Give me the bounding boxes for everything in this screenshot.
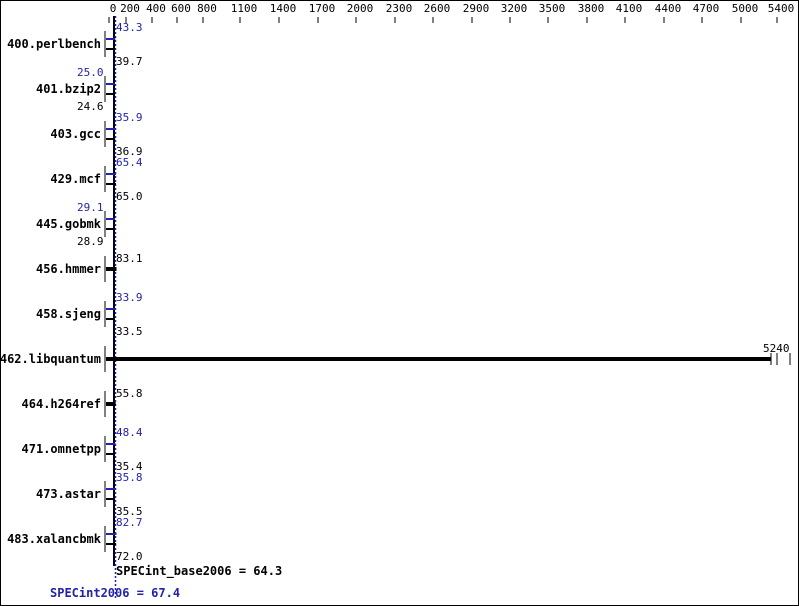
base-value-label: 35.5 [116,505,143,518]
base-bar [106,48,116,50]
x-tick-label: 2300 [385,2,413,15]
base-value-label: 28.9 [77,235,104,248]
base-value-label: 83.1 [116,252,143,265]
peak-value-label: 65.4 [116,156,143,169]
x-tick-label: 600 [171,2,191,15]
x-tick-label: 2600 [423,2,451,15]
peak-bar [106,488,116,490]
base-bar [106,498,116,500]
benchmark-label: 458.sjeng [35,307,101,321]
x-tick-label: 200 [120,2,140,15]
benchmark-label: 429.mcf [50,172,101,186]
x-tick-label: 0 [109,2,117,15]
x-tick-label: 4700 [692,2,720,15]
benchmark-label: 464.h264ref [21,397,101,411]
peak-bar [106,128,116,130]
base-value-label: 33.5 [116,325,143,338]
base-bar [106,453,116,455]
peak-summary: SPECint2006 = 67.4 [50,586,181,600]
base-bar [106,138,116,140]
benchmark-label: 462.libquantum [0,352,101,366]
x-tick-label: 800 [197,2,217,15]
x-tick-label: 1100 [230,2,258,15]
base-bar [106,402,116,406]
benchmark-label: 400.perlbench [7,37,101,51]
benchmark-label: 483.xalancbmk [7,532,101,546]
x-tick-label: 4400 [654,2,682,15]
peak-value-label: 82.7 [116,516,143,529]
base-value-label: 55.8 [116,387,143,400]
base-value-label: 24.6 [77,100,104,113]
x-tick-label: 1400 [269,2,297,15]
benchmark-label: 473.astar [35,487,101,501]
x-tick-label: 2000 [346,2,374,15]
x-tick-label: 400 [146,2,166,15]
benchmark-label: 401.bzip2 [35,82,101,96]
base-value-label: 72.0 [116,550,143,563]
base-value-label: 35.4 [116,460,143,473]
benchmark-label: 445.gobmk [35,217,101,231]
base-bar [106,357,771,361]
base-summary: SPECint_base2006 = 64.3 [116,564,283,578]
peak-value-label: 25.0 [77,66,104,79]
x-tick-label: 4100 [615,2,643,15]
peak-bar [106,443,116,445]
benchmark-label: 403.gcc [50,127,101,141]
peak-bar [106,173,116,175]
base-value-label: 39.7 [116,55,143,68]
x-tick-label: 3200 [500,2,528,15]
x-tick-label: 5000 [731,2,759,15]
peak-value-label: 48.4 [116,426,143,439]
peak-value-label: 29.1 [77,201,104,214]
peak-bar [106,38,116,40]
base-bar [106,318,116,320]
x-tick-label: 3500 [538,2,566,15]
peak-bar [106,83,115,85]
peak-value-label: 33.9 [116,291,143,304]
x-tick-label: 2900 [462,2,490,15]
peak-bar [106,308,116,310]
peak-bar [106,533,117,535]
peak-value-label: 35.9 [116,111,143,124]
peak-bar [106,218,115,220]
x-tick-label: 5400 [767,2,795,15]
x-tick-label: 3800 [577,2,605,15]
base-bar [106,267,117,271]
base-bar [106,93,115,95]
peak-value-label: 43.3 [116,21,143,34]
base-bar [106,183,116,185]
base-value-label: 5240 [763,342,790,355]
peak-value-label: 35.8 [116,471,143,484]
base-value-label: 36.9 [116,145,143,158]
base-value-label: 65.0 [116,190,143,203]
benchmark-label: 471.omnetpp [21,442,101,456]
benchmark-label: 456.hmmer [35,262,101,276]
x-tick-label: 1700 [308,2,336,15]
base-bar [106,228,115,230]
base-bar [106,543,117,545]
